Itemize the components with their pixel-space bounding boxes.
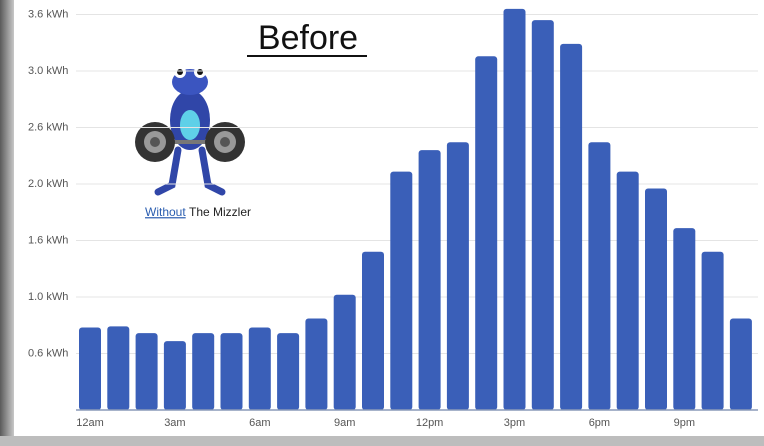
- bar: [220, 333, 243, 410]
- y-tick-label: 1.6 kWh: [28, 234, 68, 246]
- bar: [305, 318, 328, 410]
- bar: [418, 150, 441, 410]
- bar: [616, 171, 639, 410]
- y-tick-label: 3.6 kWh: [28, 8, 68, 20]
- y-tick-label: 3.0 kWh: [28, 65, 68, 77]
- bar: [390, 171, 413, 410]
- frame-edge: [0, 0, 14, 446]
- bar: [135, 333, 158, 410]
- frame-bottom: [0, 436, 764, 446]
- bar: [277, 333, 300, 410]
- annotation: Without: [145, 205, 186, 219]
- bar: [645, 188, 667, 410]
- bar: [446, 142, 469, 410]
- x-tick-label: 6pm: [589, 417, 610, 429]
- y-tick-label: 0.6 kWh: [28, 347, 68, 359]
- y-tick-label: 2.0 kWh: [28, 178, 68, 190]
- frog-illustration: [135, 66, 245, 196]
- bar: [531, 20, 554, 411]
- x-tick-label: 3pm: [504, 417, 525, 429]
- bar: [79, 327, 101, 410]
- x-tick-label: 6am: [249, 417, 270, 429]
- bar: [362, 251, 384, 410]
- bar: [333, 294, 356, 410]
- x-tick-label: 9pm: [674, 417, 695, 429]
- y-tick-label: 2.6 kWh: [28, 121, 68, 133]
- annotation: The Mizzler: [189, 205, 251, 219]
- x-tick-label: 12pm: [416, 417, 444, 429]
- bar: [248, 327, 271, 410]
- chart-title: Before: [258, 19, 358, 57]
- x-tick-label: 12am: [76, 417, 104, 429]
- x-tick-label: 9am: [334, 417, 355, 429]
- bar: [163, 341, 186, 410]
- bar: [701, 251, 724, 410]
- bar: [192, 333, 215, 410]
- x-tick-label: 3am: [164, 417, 185, 429]
- bar: [503, 8, 526, 410]
- bar: [107, 326, 130, 410]
- bar: [475, 56, 498, 411]
- bar: [673, 228, 696, 410]
- y-tick-label: 1.0 kWh: [28, 291, 68, 303]
- bar: [560, 43, 583, 410]
- plot-area: 0.6 kWh 1.0 kWh 1.6 kWh 2.0 kWh 2.6 kWh 3.0 k…: [28, 8, 758, 429]
- bar: [588, 142, 611, 410]
- bar: [729, 318, 752, 410]
